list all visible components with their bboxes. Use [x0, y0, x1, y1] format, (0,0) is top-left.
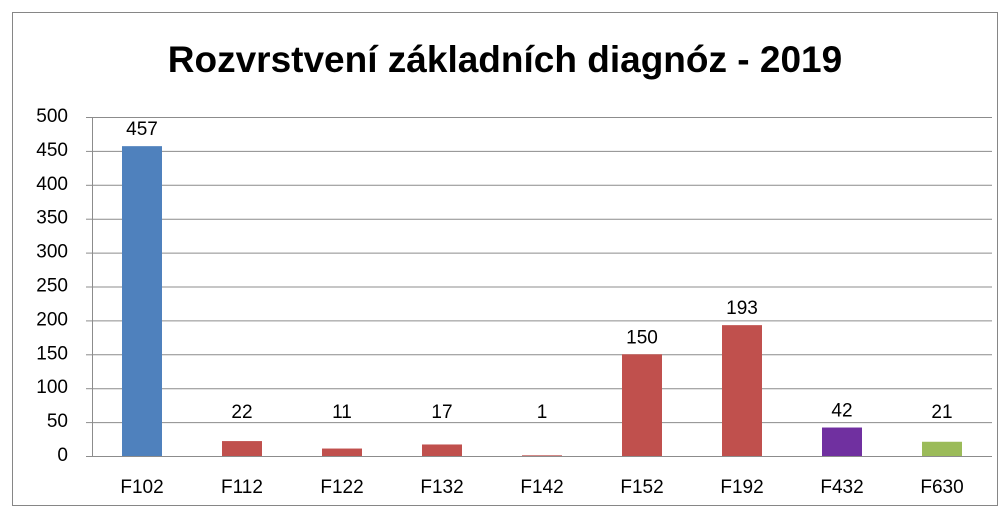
x-tick-label: F152	[620, 477, 663, 498]
bar	[222, 441, 262, 456]
bar	[922, 441, 962, 456]
x-tick-label: F432	[820, 477, 863, 498]
data-label: 11	[332, 402, 352, 423]
bar	[722, 325, 762, 456]
y-tick-label: 500	[36, 106, 68, 127]
x-tick-label: F630	[920, 477, 963, 498]
y-tick-label: 250	[36, 276, 68, 297]
data-label: 193	[726, 298, 758, 319]
y-tick-label: 350	[36, 208, 68, 229]
data-label: 457	[126, 119, 158, 140]
data-label: 150	[626, 327, 658, 348]
bar	[622, 354, 662, 456]
x-tick-label: F192	[720, 477, 763, 498]
x-tick-label: F102	[120, 477, 163, 498]
y-tick-label: 400	[36, 174, 68, 195]
y-tick-label: 300	[36, 242, 68, 263]
data-label: 42	[831, 401, 852, 422]
x-tick-label: F132	[420, 477, 463, 498]
bar	[122, 146, 162, 457]
data-label: 1	[537, 402, 548, 423]
x-tick-label: F122	[320, 477, 363, 498]
y-tick-label: 200	[36, 309, 68, 330]
y-tick-label: 50	[47, 411, 68, 432]
y-tick-label: 150	[36, 343, 68, 364]
data-label: 22	[231, 402, 252, 423]
x-tick-label: F112	[221, 477, 263, 498]
x-tick-label: F142	[520, 477, 563, 498]
bar	[522, 455, 562, 456]
y-tick-label: 100	[36, 377, 68, 398]
bar	[422, 444, 462, 456]
data-label: 17	[431, 402, 452, 423]
bar	[822, 427, 862, 456]
data-label: 21	[931, 402, 952, 423]
y-tick-label: 0	[57, 445, 68, 466]
bar	[322, 448, 362, 456]
chart-border	[12, 12, 998, 506]
y-tick-label: 450	[36, 140, 68, 161]
chart-title: Rozvrstvení základních diagnóz - 2019	[168, 39, 842, 80]
